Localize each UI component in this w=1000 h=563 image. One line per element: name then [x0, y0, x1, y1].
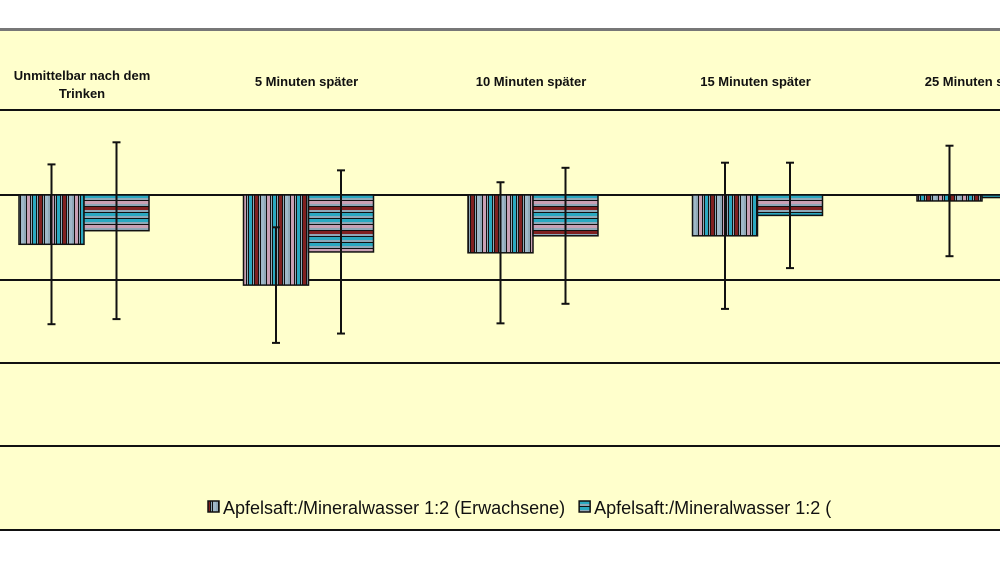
category-label-line: 15 Minuten später [700, 74, 811, 89]
category-label: 10 Minuten später [476, 74, 587, 89]
top-border [0, 28, 1000, 31]
bar [981, 194, 1000, 199]
category-label: 15 Minuten später [700, 74, 811, 89]
legend-swatch [207, 500, 220, 513]
category-label-line: 10 Minuten später [476, 74, 587, 89]
category-label-line: 5 Minuten später [255, 74, 358, 89]
category-label-line: 25 Minuten später [925, 74, 1000, 89]
category-label: Unmittelbar nach dem Trinken [14, 68, 151, 101]
category-label: 25 Minuten später [925, 74, 1000, 89]
legend-label: Apfelsaft:/Mineralwasser 1:2 ( [594, 498, 831, 518]
legend-label: Apfelsaft:/Mineralwasser 1:2 (Erwachsene… [223, 498, 565, 518]
category-label: 5 Minuten später [255, 74, 358, 89]
category-label-line: Trinken [59, 86, 105, 101]
legend-swatch [578, 500, 591, 513]
category-label-line: Unmittelbar nach dem [14, 68, 151, 83]
